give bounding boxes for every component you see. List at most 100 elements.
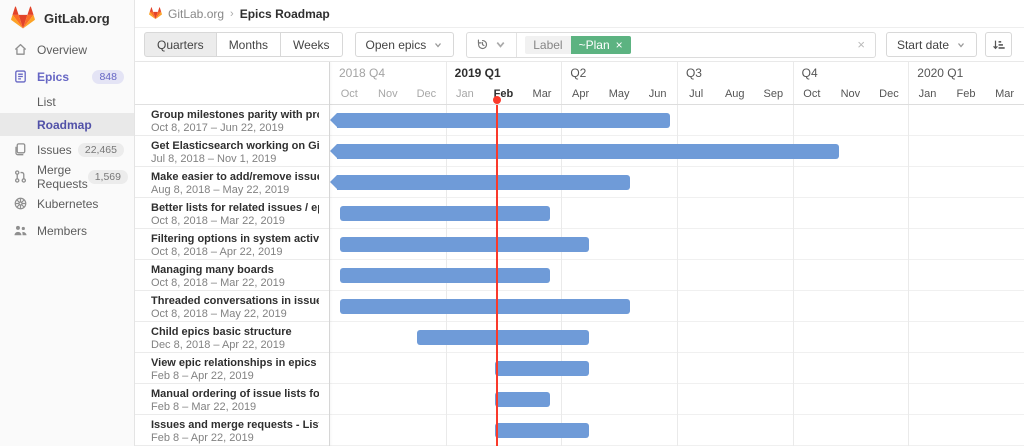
quarter-gridline [792,62,794,446]
epic-date-range: Oct 8, 2018 – Mar 22, 2019 [151,277,285,289]
epic-timeline-bar [330,144,839,159]
timeframe-quarters-button[interactable]: Quarters [144,32,217,57]
filter-token[interactable]: Label ~Plan × [525,35,631,54]
quarter-label: Q3 [685,66,702,80]
epic-title: Issues and merge requests - List design [151,419,319,431]
epic-timeline-bar [330,175,630,190]
epic-icon [13,69,28,84]
sidebar-item-issues[interactable]: Issues 22,465 [0,136,134,163]
timeline-quarters-row: 2018 Q4 2019 Q1 Q2 Q3 Q4 2020 Q1 [330,62,1024,84]
sidebar-item-epics-list[interactable]: List [0,90,134,113]
epic-list-item[interactable]: Make easier to add/remove issues/epics t… [135,167,329,198]
month-label: Nov [378,88,398,100]
sort-field-label: Start date [896,37,949,52]
month-label: Nov [840,88,861,100]
epics-list-header [135,62,329,105]
month-label: Dec [879,88,899,100]
epic-timeline-bar [340,268,550,283]
sidebar-item-epics-roadmap[interactable]: Roadmap [0,113,134,136]
home-icon [13,42,28,57]
today-indicator-dot [493,96,501,104]
quarter-label: 2020 Q1 [917,66,964,80]
kubernetes-icon [13,196,28,211]
month-label: Dec [416,88,437,100]
sidebar-item-overview[interactable]: Overview [0,36,134,63]
timeframe-months-button[interactable]: Months [215,32,282,57]
roadmap-chart: Group milestones parity with project mil… [135,62,1024,446]
epic-list-item[interactable]: Managing many boards Oct 8, 2018 – Mar 22… [135,260,329,291]
epic-list-item[interactable]: Better lists for related issues / epics … [135,198,329,229]
remove-token-icon[interactable]: × [615,37,623,52]
chevron-down-icon [433,40,443,50]
timeline-pane: 2018 Q4 2019 Q1 Q2 Q3 Q4 2020 Q1 Oct Nov Dec Jan… [330,62,1024,446]
sidebar-item-label: Overview [37,42,88,57]
recent-searches-dropdown[interactable] [467,32,518,57]
sidebar-item-label: Issues [37,142,72,157]
epic-timeline-bar [417,330,589,345]
quarter-gridline [561,62,563,446]
quarter-label: 2019 Q1 [454,66,501,80]
epic-list-item[interactable]: Get Elasticsearch working on GitLab.comJ… [135,136,329,167]
sidebar-item-members[interactable]: Members [0,217,134,244]
filter-token-value: ~Plan × [570,35,631,54]
epic-title: Manual ordering of issue lists for backl… [151,388,319,400]
epic-list-item[interactable]: Group milestones parity with project mil… [135,105,329,136]
sidebar-item-label: Merge Requests [37,162,88,191]
epic-date-range: Dec 8, 2018 – Apr 22, 2019 [151,339,285,351]
count-badge: 848 [92,69,124,84]
sidebar-item-label: Epics [37,69,70,84]
epic-timeline-bar [330,113,670,128]
sort-direction-button[interactable] [985,32,1012,57]
epic-title: Get Elasticsearch working on GitLab.com [151,140,319,152]
epics-state-dropdown[interactable]: Open epics [354,32,455,57]
month-label: Jan [918,88,937,100]
month-label: Oct [340,88,358,100]
breadcrumb: GitLab.org › Epics Roadmap [135,0,1024,28]
epic-title: Better lists for related issues / epics … [151,202,319,214]
clear-search-icon[interactable]: × [857,37,865,52]
epic-list-item[interactable]: Issues and merge requests - List designF… [135,415,329,446]
quarter-label: 2018 Q4 [339,66,386,80]
epic-timeline-bar [340,299,630,314]
month-label: Oct [803,88,821,100]
breadcrumb-page-title: Epics Roadmap [239,6,330,21]
epic-list-item[interactable]: Child epics basic structure Dec 8, 2018 –… [135,322,329,353]
filter-token-list: Label ~Plan × [517,35,631,54]
month-label: Aug [724,88,745,100]
epic-date-range: Oct 8, 2017 – Jun 22, 2019 [151,122,284,134]
epic-list-item[interactable]: View epic relationships in epics Feb 8 – … [135,353,329,384]
quarter-gridline [445,62,447,446]
epic-title: Filtering options in system activity for… [151,233,319,245]
group-logo-row[interactable]: GitLab.org [0,0,134,36]
epic-date-range: Feb 8 – Mar 22, 2019 [151,401,257,413]
epic-list-item[interactable]: Manual ordering of issue lists for backl… [135,384,329,415]
sort-field-dropdown[interactable]: Start date [885,32,977,57]
breadcrumb-group-link[interactable]: GitLab.org [168,6,225,21]
breadcrumb-separator: › [230,7,234,20]
month-label: Mar [995,88,1015,100]
sidebar-item-epics[interactable]: Epics 848 [0,63,134,90]
epic-list-item[interactable]: Filtering options in system activity for… [135,229,329,260]
epic-timeline-bar [495,423,589,438]
month-label: Sep [763,88,784,100]
group-name: GitLab.org [44,10,110,26]
epic-list-item[interactable]: Threaded conversations in issues and epi… [135,291,329,322]
filtered-search-bar[interactable]: Label ~Plan × × [466,31,876,58]
timeframe-weeks-button[interactable]: Weeks [280,32,343,57]
epic-title: Make easier to add/remove issues/epics t… [151,171,319,183]
month-label: Jun [648,88,667,100]
today-indicator-line [496,105,498,446]
sidebar-item-merge-requests[interactable]: Merge Requests 1,569 [0,162,134,191]
month-label: Jan [456,88,474,100]
sidebar-item-kubernetes[interactable]: Kubernetes [0,190,134,217]
merge-request-icon [13,169,28,184]
epic-date-range: Feb 8 – Apr 22, 2019 [151,370,254,382]
epic-date-range: Oct 8, 2018 – May 22, 2019 [151,308,287,320]
quarter-label: Q2 [570,66,587,80]
epic-title: Threaded conversations in issues and epi… [151,295,319,307]
epic-date-range: Oct 8, 2018 – Apr 22, 2019 [151,246,283,258]
quarter-gridline [677,62,678,446]
sidebar-item-label: Members [37,223,88,238]
epic-date-range: Feb 8 – Apr 22, 2019 [151,432,254,444]
